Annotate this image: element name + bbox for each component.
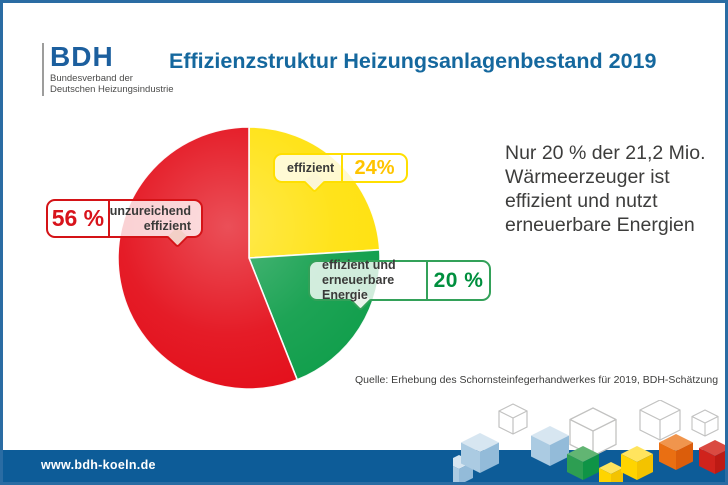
logo-acronym: BDH	[50, 41, 114, 72]
key-message-text: Nur 20 % der 21,2 Mio. Wärmeerzeuger ist…	[505, 141, 720, 237]
page-title: Effizienzstruktur Heizungsanlagenbestand…	[169, 49, 657, 73]
callout-yellow-percentage: 24%	[354, 156, 395, 179]
callout-red-percentage: 56 %	[51, 205, 105, 231]
logo-divider-line	[42, 43, 44, 96]
callout-red-label: unzureichend effizient	[109, 204, 191, 233]
key-message-line2: Wärmeerzeuger ist	[505, 166, 670, 188]
callout-effizient-erneuerbare: effizient und erneuerbare Energie 20 %	[308, 258, 491, 312]
bdh-logo: BDH Bundesverband der Deutschen Heizungs…	[42, 43, 174, 96]
logo-subtitle-line2: Deutschen Heizungsindustrie	[50, 84, 174, 96]
callout-effizient: effizient 24%	[273, 153, 408, 194]
key-message-line1: Nur 20 % der 21,2 Mio.	[505, 142, 706, 164]
key-message-line3: effizient und nutzt	[505, 190, 658, 212]
callout-green-percentage: 20 %	[433, 268, 484, 292]
callout-yellow-divider	[341, 155, 343, 181]
source-attribution: Quelle: Erhebung des Schornsteinfegerhan…	[355, 374, 719, 386]
callout-green-label: effizient und erneuerbare Energie	[322, 258, 396, 302]
callout-yellow-label: effizient	[287, 161, 335, 175]
callout-unzureichend-effizient: 56 % unzureichend effizient	[46, 199, 203, 249]
website-url: www.bdh-koeln.de	[41, 458, 156, 472]
cubes-decoration	[453, 400, 725, 482]
pie-highlight-overlay	[118, 127, 380, 389]
logo-subtitle-line1: Bundesverband der	[50, 73, 133, 84]
key-message-line4: erneuerbare Energien	[505, 214, 695, 236]
callout-green-divider	[426, 262, 428, 299]
callout-red-divider	[107, 201, 110, 236]
